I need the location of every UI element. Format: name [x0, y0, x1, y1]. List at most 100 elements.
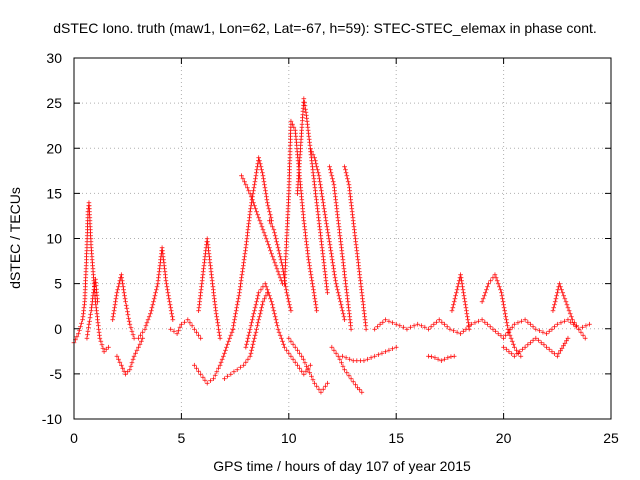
- data-point: +: [348, 195, 354, 205]
- data-point: +: [280, 262, 286, 272]
- data-point: +: [582, 334, 588, 344]
- y-tick-label: 20: [46, 140, 62, 156]
- data-point: +: [530, 336, 536, 346]
- data-point: +: [112, 304, 118, 314]
- series-11: +++++++++++++++++++++++++++++++++++++: [239, 171, 286, 289]
- data-point: +: [525, 318, 531, 328]
- data-point: +: [501, 304, 507, 314]
- data-point: +: [248, 204, 254, 214]
- data-point: +: [260, 226, 266, 236]
- data-point: +: [116, 283, 122, 293]
- data-point: +: [86, 320, 92, 330]
- data-point: +: [214, 368, 220, 378]
- data-point: +: [88, 241, 94, 251]
- data-point: +: [287, 156, 293, 166]
- data-point: +: [247, 213, 253, 223]
- data-point: +: [290, 355, 296, 365]
- data-point: +: [74, 332, 80, 342]
- data-point: +: [278, 256, 284, 266]
- data-point: +: [352, 229, 358, 239]
- data-point: +: [312, 183, 318, 193]
- data-point: +: [270, 253, 276, 263]
- data-point: +: [334, 207, 340, 217]
- data-point: +: [466, 322, 472, 332]
- data-point: +: [499, 289, 505, 299]
- data-point: +: [323, 274, 329, 284]
- data-point: +: [302, 101, 308, 111]
- data-point: +: [311, 174, 317, 184]
- data-point: +: [335, 286, 341, 296]
- data-point: +: [91, 271, 97, 281]
- data-point: +: [211, 286, 217, 296]
- data-point: +: [332, 274, 338, 284]
- data-point: +: [267, 292, 273, 302]
- data-point: +: [276, 247, 282, 257]
- data-point: +: [87, 223, 93, 233]
- data-point: +: [562, 317, 568, 327]
- data-point: +: [130, 330, 136, 340]
- data-point: +: [348, 319, 354, 329]
- data-point: +: [299, 120, 305, 130]
- data-point: +: [260, 298, 266, 308]
- data-point: +: [300, 207, 306, 217]
- series-10: ++++++++++++++++++++++++++++++++++++++++…: [230, 153, 275, 334]
- data-point: +: [262, 295, 268, 305]
- data-point: +: [348, 192, 354, 202]
- data-point: +: [274, 238, 280, 248]
- data-point: +: [116, 280, 122, 290]
- data-point: +: [557, 280, 563, 290]
- data-point: +: [463, 301, 469, 311]
- data-point: +: [285, 292, 291, 302]
- data-point: +: [89, 253, 95, 263]
- data-point: +: [163, 271, 169, 281]
- data-point: +: [84, 241, 90, 251]
- data-point: +: [286, 192, 292, 202]
- data-point: +: [463, 304, 469, 314]
- data-point: +: [83, 274, 89, 284]
- data-point: +: [114, 352, 120, 362]
- data-point: +: [563, 298, 569, 308]
- data-point: +: [266, 289, 272, 299]
- data-point: +: [294, 144, 300, 154]
- data-point: +: [331, 180, 337, 190]
- data-point: +: [89, 247, 95, 257]
- data-point: +: [479, 298, 485, 308]
- data-point: +: [285, 201, 291, 211]
- data-point: +: [580, 331, 586, 341]
- data-point: +: [88, 310, 94, 320]
- data-point: +: [85, 223, 91, 233]
- data-point: +: [336, 220, 342, 230]
- data-point: +: [286, 334, 292, 344]
- series-1: ++++++++++++++++++++++++++++++++++++++++…: [71, 198, 111, 357]
- data-point: +: [79, 319, 85, 329]
- data-point: +: [284, 232, 290, 242]
- data-point: +: [238, 363, 244, 373]
- data-point: +: [211, 289, 217, 299]
- data-point: +: [318, 183, 324, 193]
- data-point: +: [231, 322, 237, 332]
- data-point: +: [116, 355, 122, 365]
- data-point: +: [323, 382, 329, 392]
- data-point: +: [286, 298, 292, 308]
- data-point: +: [328, 244, 334, 254]
- data-point: +: [261, 174, 267, 184]
- data-point: +: [326, 235, 332, 245]
- data-point: +: [353, 238, 359, 248]
- data-point: +: [219, 355, 225, 365]
- data-point: +: [313, 159, 319, 169]
- data-point: +: [338, 301, 344, 311]
- data-point: +: [194, 364, 200, 374]
- data-point: +: [297, 177, 303, 187]
- data-point: +: [512, 352, 518, 362]
- data-point: +: [503, 331, 509, 341]
- data-point: +: [213, 304, 219, 314]
- data-point: +: [233, 307, 239, 317]
- data-point: +: [88, 307, 94, 317]
- data-point: +: [311, 171, 317, 181]
- data-point: +: [90, 292, 96, 302]
- data-point: +: [512, 320, 518, 330]
- data-point: +: [317, 174, 323, 184]
- data-point: +: [85, 207, 91, 217]
- data-point: +: [361, 356, 367, 366]
- data-point: +: [296, 162, 302, 172]
